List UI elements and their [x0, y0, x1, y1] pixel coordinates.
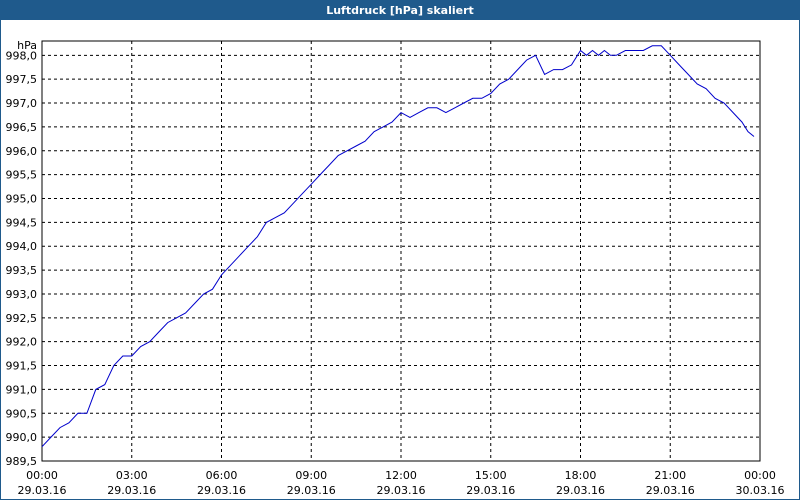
y-tick-label: 990,5: [6, 407, 38, 420]
y-tick-label: 997,5: [6, 73, 38, 86]
x-tick-time-label: 18:00: [565, 469, 597, 482]
y-unit-label: hPa: [17, 39, 37, 52]
y-tick-label: 995,0: [6, 193, 38, 206]
x-tick-date-label: 29.03.16: [18, 484, 67, 497]
y-tick-label: 998,0: [6, 49, 38, 62]
chart-title: Luftdruck [hPa] skaliert: [1, 1, 799, 20]
plot-area-border: [41, 40, 761, 462]
grid-lines: [42, 41, 760, 462]
x-tick-time-label: 12:00: [385, 469, 417, 482]
pressure-series-line: [41, 45, 755, 448]
x-tick-time-label: 15:00: [475, 469, 507, 482]
y-tick-label: 994,0: [6, 240, 38, 253]
x-tick-date-label: 29.03.16: [466, 484, 515, 497]
x-tick-time-label: 21:00: [654, 469, 686, 482]
x-tick-date-label: 29.03.16: [377, 484, 426, 497]
x-tick-date-label: 29.03.16: [287, 484, 336, 497]
y-tick-label: 995,5: [6, 169, 38, 182]
y-tick-label: 994,5: [6, 216, 38, 229]
x-tick-time-label: 06:00: [206, 469, 238, 482]
y-tick-label: 996,5: [6, 121, 38, 134]
x-tick-time-label: 00:00: [26, 469, 58, 482]
x-axis-ticks: 00:00 29.03.16 03:00 29.03.16 06:00 29.03.16 0…: [18, 469, 785, 497]
x-tick-date-label: 29.03.16: [197, 484, 246, 497]
x-tick-date-label: 30.03.16: [736, 484, 785, 497]
x-tick-date-label: 29.03.16: [107, 484, 156, 497]
x-tick-time-label: 00:00: [744, 469, 776, 482]
y-tick-label: 990,0: [6, 431, 38, 444]
y-axis-ticks: 998,0 997,5 997,0 996,5 996,0 995,5 995,0 994,5…: [6, 49, 38, 468]
x-tick-time-label: 03:00: [116, 469, 148, 482]
x-tick-date-label: 29.03.16: [556, 484, 605, 497]
x-tick-time-label: 09:00: [295, 469, 327, 482]
y-tick-label: 991,0: [6, 383, 38, 396]
y-tick-label: 997,0: [6, 97, 38, 110]
y-tick-label: 992,5: [6, 312, 38, 325]
x-tick-date-label: 29.03.16: [646, 484, 695, 497]
y-tick-label: 996,0: [6, 145, 38, 158]
y-tick-label: 992,0: [6, 336, 38, 349]
y-tick-label: 989,5: [6, 455, 38, 468]
y-tick-label: 993,0: [6, 288, 38, 301]
y-tick-label: 991,5: [6, 360, 38, 373]
y-tick-label: 993,5: [6, 264, 38, 277]
